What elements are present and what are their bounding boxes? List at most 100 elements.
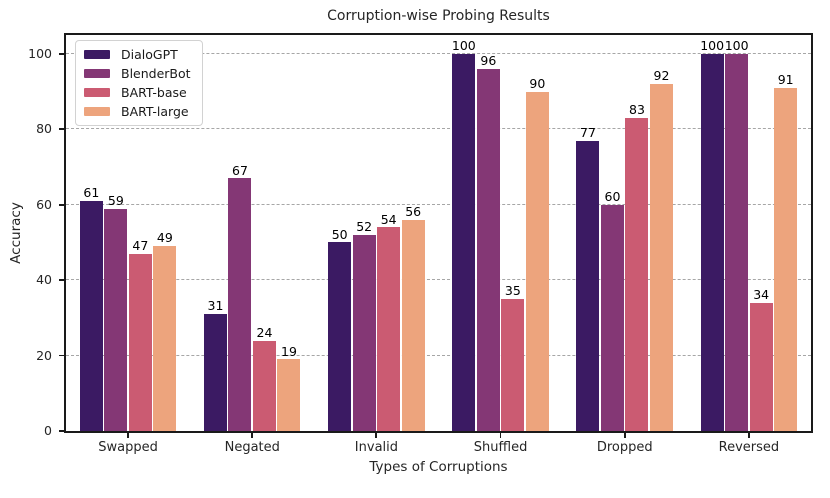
bar-group-shuffled: 100 96 35 90 [439, 35, 563, 431]
bar-value-label: 50 [331, 226, 348, 242]
bar-dialogpt-shuffled: 100 [452, 39, 476, 431]
plot-area: DialoGPT BlenderBot BART-base BART-large 61… [64, 33, 813, 433]
bar-bart-large-swapped: 49 [153, 231, 177, 431]
legend-item-bart-base: BART-base [84, 85, 191, 100]
legend-item-dialogpt: DialoGPT [84, 47, 191, 62]
bar-bart-large-shuffled: 90 [525, 77, 549, 431]
bar-value-label: 100 [451, 38, 476, 54]
legend-label: DialoGPT [121, 47, 178, 62]
bar-value-label: 35 [504, 283, 521, 299]
y-tick-label: 0 [44, 423, 52, 438]
x-tick-mark [499, 433, 502, 438]
bar-group-invalid: 50 52 54 56 [314, 35, 438, 431]
bar-bart-large-negated: 19 [277, 344, 301, 431]
bar-value-label: 59 [107, 192, 124, 208]
bar-value-label: 54 [380, 211, 397, 227]
bar-value-label: 49 [156, 230, 173, 246]
y-tick-mark [59, 52, 64, 55]
bar-dialogpt-swapped: 61 [79, 186, 103, 431]
bar-value-label: 19 [281, 343, 297, 359]
bar-value-label: 52 [356, 219, 373, 235]
x-tick-label-dropped: Dropped [596, 440, 653, 455]
bar-value-label: 100 [700, 38, 725, 54]
y-tick-label: 40 [36, 272, 52, 288]
legend-label: BART-large [121, 104, 189, 119]
legend-swatch [84, 50, 110, 59]
bar-value-label: 60 [604, 188, 621, 204]
bar-value-label: 91 [777, 72, 794, 88]
bar-group-dropped: 77 60 83 92 [563, 35, 687, 431]
bar-bart-base-swapped: 47 [128, 239, 152, 431]
bar-value-label: 47 [132, 238, 149, 253]
legend-label: BlenderBot [121, 66, 191, 81]
legend-item-blenderbot: BlenderBot [84, 66, 191, 81]
x-tick-mark [251, 433, 254, 438]
x-tick-label-invalid: Invalid [354, 440, 399, 455]
y-tick-label: 100 [28, 45, 52, 61]
chart-title: Corruption-wise Probing Results [327, 8, 550, 24]
bar-value-label: 61 [83, 185, 100, 201]
gridline [66, 52, 811, 54]
bar-value-label: 96 [480, 53, 497, 69]
x-tick-label-swapped: Swapped [98, 440, 158, 455]
x-tick-mark [375, 433, 378, 438]
x-tick-mark [127, 433, 129, 438]
bar-group-negated: 31 67 24 19 [190, 35, 314, 431]
bar-bart-base-reversed: 34 [749, 288, 773, 431]
bar-blenderbot-shuffled: 96 [476, 54, 500, 431]
bar-bart-large-reversed: 91 [774, 73, 798, 431]
gridline [66, 203, 811, 205]
bar-blenderbot-reversed: 100 [725, 39, 749, 431]
legend-item-bart-large: BART-large [84, 104, 191, 119]
x-tick-mark [747, 433, 750, 438]
bar-group-reversed: 100 100 34 91 [687, 35, 811, 431]
bar-value-label: 56 [405, 204, 422, 220]
bar-bart-base-dropped: 83 [625, 103, 649, 431]
bar-value-label: 100 [724, 38, 749, 54]
bar-group-swapped: 61 59 47 49 [66, 35, 190, 431]
y-tick-mark [59, 279, 64, 281]
bar-bart-base-negated: 24 [252, 325, 276, 431]
bar-value-label: 90 [529, 75, 546, 91]
y-tick-mark [59, 430, 64, 432]
bar-bart-large-invalid: 56 [401, 205, 425, 431]
legend-swatch [84, 88, 110, 97]
x-tick-mark [623, 433, 626, 438]
bar-bart-large-dropped: 92 [649, 69, 673, 431]
bar-dialogpt-invalid: 50 [328, 227, 352, 431]
bar-value-label: 24 [256, 324, 273, 340]
x-axis-label: Types of Corruptions [369, 459, 508, 475]
bar-value-label: 83 [629, 102, 645, 118]
bar-bart-base-shuffled: 35 [501, 284, 525, 431]
legend-swatch [84, 69, 110, 78]
bar-value-label: 34 [753, 287, 770, 303]
bar-blenderbot-dropped: 60 [600, 190, 624, 431]
legend-swatch [84, 107, 110, 116]
x-tick-label-negated: Negated [224, 440, 280, 455]
bar-value-label: 77 [580, 124, 596, 140]
bar-blenderbot-swapped: 59 [104, 193, 128, 431]
bar-blenderbot-invalid: 52 [352, 220, 376, 431]
bar-value-label: 67 [232, 162, 248, 178]
bar-value-label: 92 [653, 68, 670, 84]
y-tick-label: 60 [36, 196, 52, 212]
y-tick-mark [59, 354, 64, 357]
bar-dialogpt-dropped: 77 [576, 126, 600, 431]
y-tick-mark [59, 128, 64, 131]
y-tick-label: 80 [36, 121, 52, 137]
x-tick-label-shuffled: Shuffled [473, 440, 528, 455]
bar-value-label: 31 [207, 298, 224, 314]
legend-label: BART-base [121, 85, 187, 100]
legend: DialoGPT BlenderBot BART-base BART-large [75, 40, 203, 126]
gridline [66, 128, 811, 130]
y-tick-mark [59, 203, 64, 206]
bar-dialogpt-reversed: 100 [700, 39, 724, 431]
gridline [66, 279, 811, 281]
x-tick-label-reversed: Reversed [718, 440, 780, 455]
bar-dialogpt-negated: 31 [203, 299, 227, 431]
bar-blenderbot-negated: 67 [228, 163, 252, 431]
gridline [66, 354, 811, 356]
bar-bart-base-invalid: 54 [377, 212, 401, 431]
y-tick-label: 20 [36, 347, 52, 363]
